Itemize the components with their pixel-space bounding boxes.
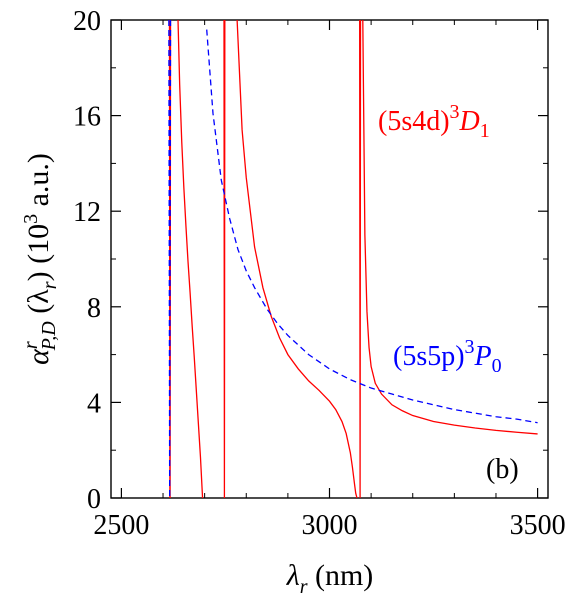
- series-5s4d-3d1-segment-4: [359, 20, 362, 498]
- x-axis-title: λr (nm): [286, 559, 374, 598]
- annotation-5s5p-3p0: (5s5p)3P0: [393, 336, 502, 377]
- y-tick-label-4: 4: [87, 388, 101, 419]
- series-group: [168, 20, 538, 498]
- series-5s4d-3d1-segment-5: [362, 20, 538, 435]
- x-tick-label-3000: 3000: [302, 510, 358, 541]
- series-5s5p-3p0-segment-1: [206, 29, 538, 424]
- series-5s4d-3d1-segment-3: [236, 20, 358, 498]
- plot-frame: [110, 19, 549, 499]
- tick-labels: 2500 3000 3500 0 4 8 12 16 20: [73, 6, 566, 541]
- y-tick-label-12: 12: [73, 197, 101, 228]
- y-tick-label-20: 20: [73, 6, 101, 37]
- series-5s4d-3d1-segment-2: [223, 20, 226, 498]
- x-tick-label-3500: 3500: [510, 510, 566, 541]
- series-5s4d-3d1-segment-1: [177, 20, 204, 498]
- x-tick-label-2500: 2500: [93, 510, 149, 541]
- panel-label: (b): [486, 454, 519, 485]
- series-5s4d-3d1-segment-0: [168, 20, 172, 498]
- y-axis-title: αrP,D (λr) (103 a.u.): [20, 153, 61, 365]
- y-tick-label-0: 0: [87, 484, 101, 515]
- y-tick-label-16: 16: [73, 102, 101, 133]
- axis-ticks: [111, 19, 548, 499]
- y-tick-label-8: 8: [87, 293, 101, 324]
- annotation-5s4d-3d1: (5s4d)3D1: [378, 101, 490, 142]
